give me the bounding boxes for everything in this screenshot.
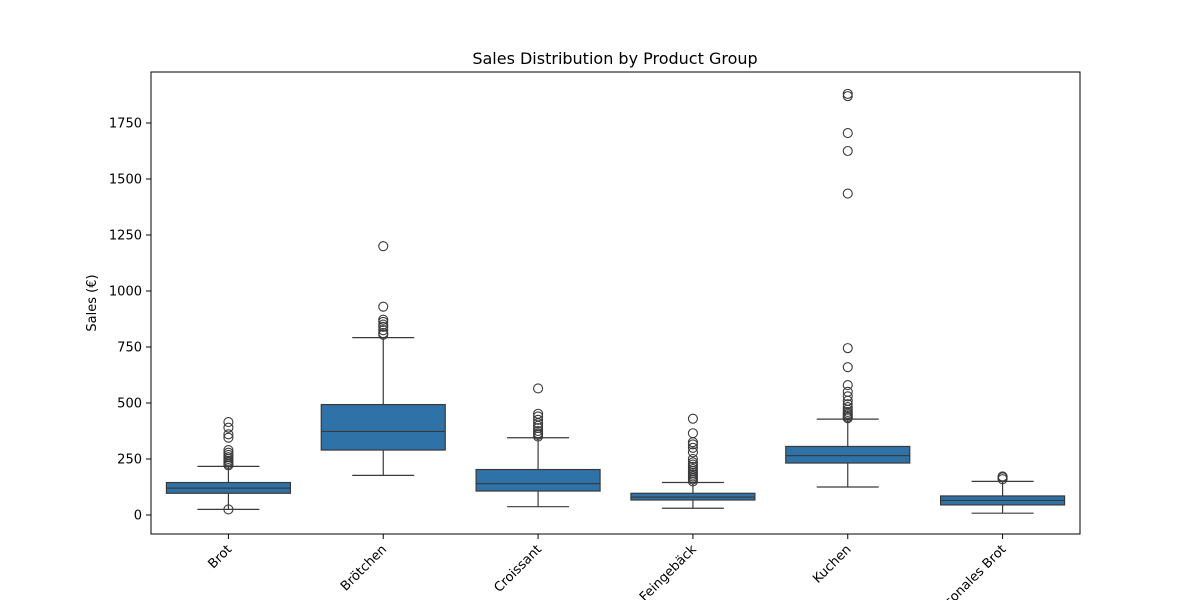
outlier-point: [533, 425, 544, 437]
x-tick-label: Kuchen: [810, 542, 854, 586]
outlier-point: [842, 128, 853, 139]
outlier-point: [687, 437, 698, 448]
outlier-point: [842, 399, 853, 410]
outlier-point: [842, 401, 853, 413]
y-tick-label: 500: [117, 397, 142, 412]
outlier-point: [842, 380, 853, 391]
iqr-box: [475, 468, 601, 492]
outlier-point: [842, 188, 853, 199]
outlier-point: [223, 416, 234, 428]
iqr-box: [785, 445, 911, 464]
outlier-point: [223, 444, 234, 456]
outlier-point: [687, 428, 698, 439]
outlier-point: [378, 241, 389, 252]
y-tick-label: 1250: [109, 229, 142, 244]
y-axis-label: Sales (€): [85, 274, 100, 331]
outlier-point: [842, 91, 853, 102]
outlier-point: [223, 422, 234, 433]
outlier-point: [378, 301, 389, 312]
box-group: [165, 416, 292, 515]
outlier-point: [533, 383, 544, 394]
y-axis-ticks: 0 250 500 750 1000 1250 1500 1750: [109, 117, 151, 524]
box-group: [320, 241, 446, 476]
outlier-point: [533, 414, 544, 425]
outlier-point: [223, 504, 234, 515]
outlier-point: [687, 447, 698, 458]
outlier-point: [997, 471, 1008, 482]
outlier-point: [842, 362, 853, 373]
x-tick-label: Brot: [206, 542, 236, 572]
outlier-point: [842, 145, 853, 157]
outlier-point: [223, 432, 234, 443]
x-tick-label: Saisonales Brot: [928, 542, 1010, 600]
outlier-point: [223, 447, 234, 458]
outlier-point: [687, 453, 698, 465]
y-tick-label: 1750: [109, 117, 142, 132]
y-tick-label: 250: [117, 453, 142, 468]
outlier-point: [533, 411, 544, 422]
y-tick-label: 1000: [109, 285, 142, 300]
outlier-point: [378, 314, 389, 325]
outlier-point: [687, 442, 698, 453]
outlier-point: [378, 325, 389, 336]
outlier-point: [533, 408, 544, 419]
x-tick-label: Croissant: [491, 542, 544, 595]
x-tick-label: Feingebäck: [637, 542, 700, 600]
iqr-box: [320, 403, 446, 451]
chart-title: Sales Distribution by Product Group: [472, 49, 757, 68]
outlier-point: [687, 457, 698, 468]
outlier-point: [842, 386, 853, 397]
plot-area: [165, 88, 1066, 515]
box-group: [939, 471, 1066, 514]
y-tick-label: 750: [117, 341, 142, 356]
x-tick-label: Brötchen: [338, 542, 390, 594]
outlier-point: [842, 88, 853, 99]
x-axis-ticks: Brot Brötchen Croissant Feingebäck Kuchen Sai…: [206, 534, 1010, 600]
y-tick-label: 0: [134, 509, 142, 524]
box-group: [785, 88, 911, 488]
box-group: [630, 413, 756, 509]
outlier-point: [223, 429, 234, 440]
outlier-point: [687, 413, 698, 424]
outlier-point: [842, 391, 853, 402]
plot-frame: [150, 71, 1081, 535]
outlier-point: [842, 343, 853, 354]
box-group: [475, 383, 601, 508]
outlier-point: [378, 319, 389, 330]
y-tick-label: 1500: [109, 173, 142, 188]
